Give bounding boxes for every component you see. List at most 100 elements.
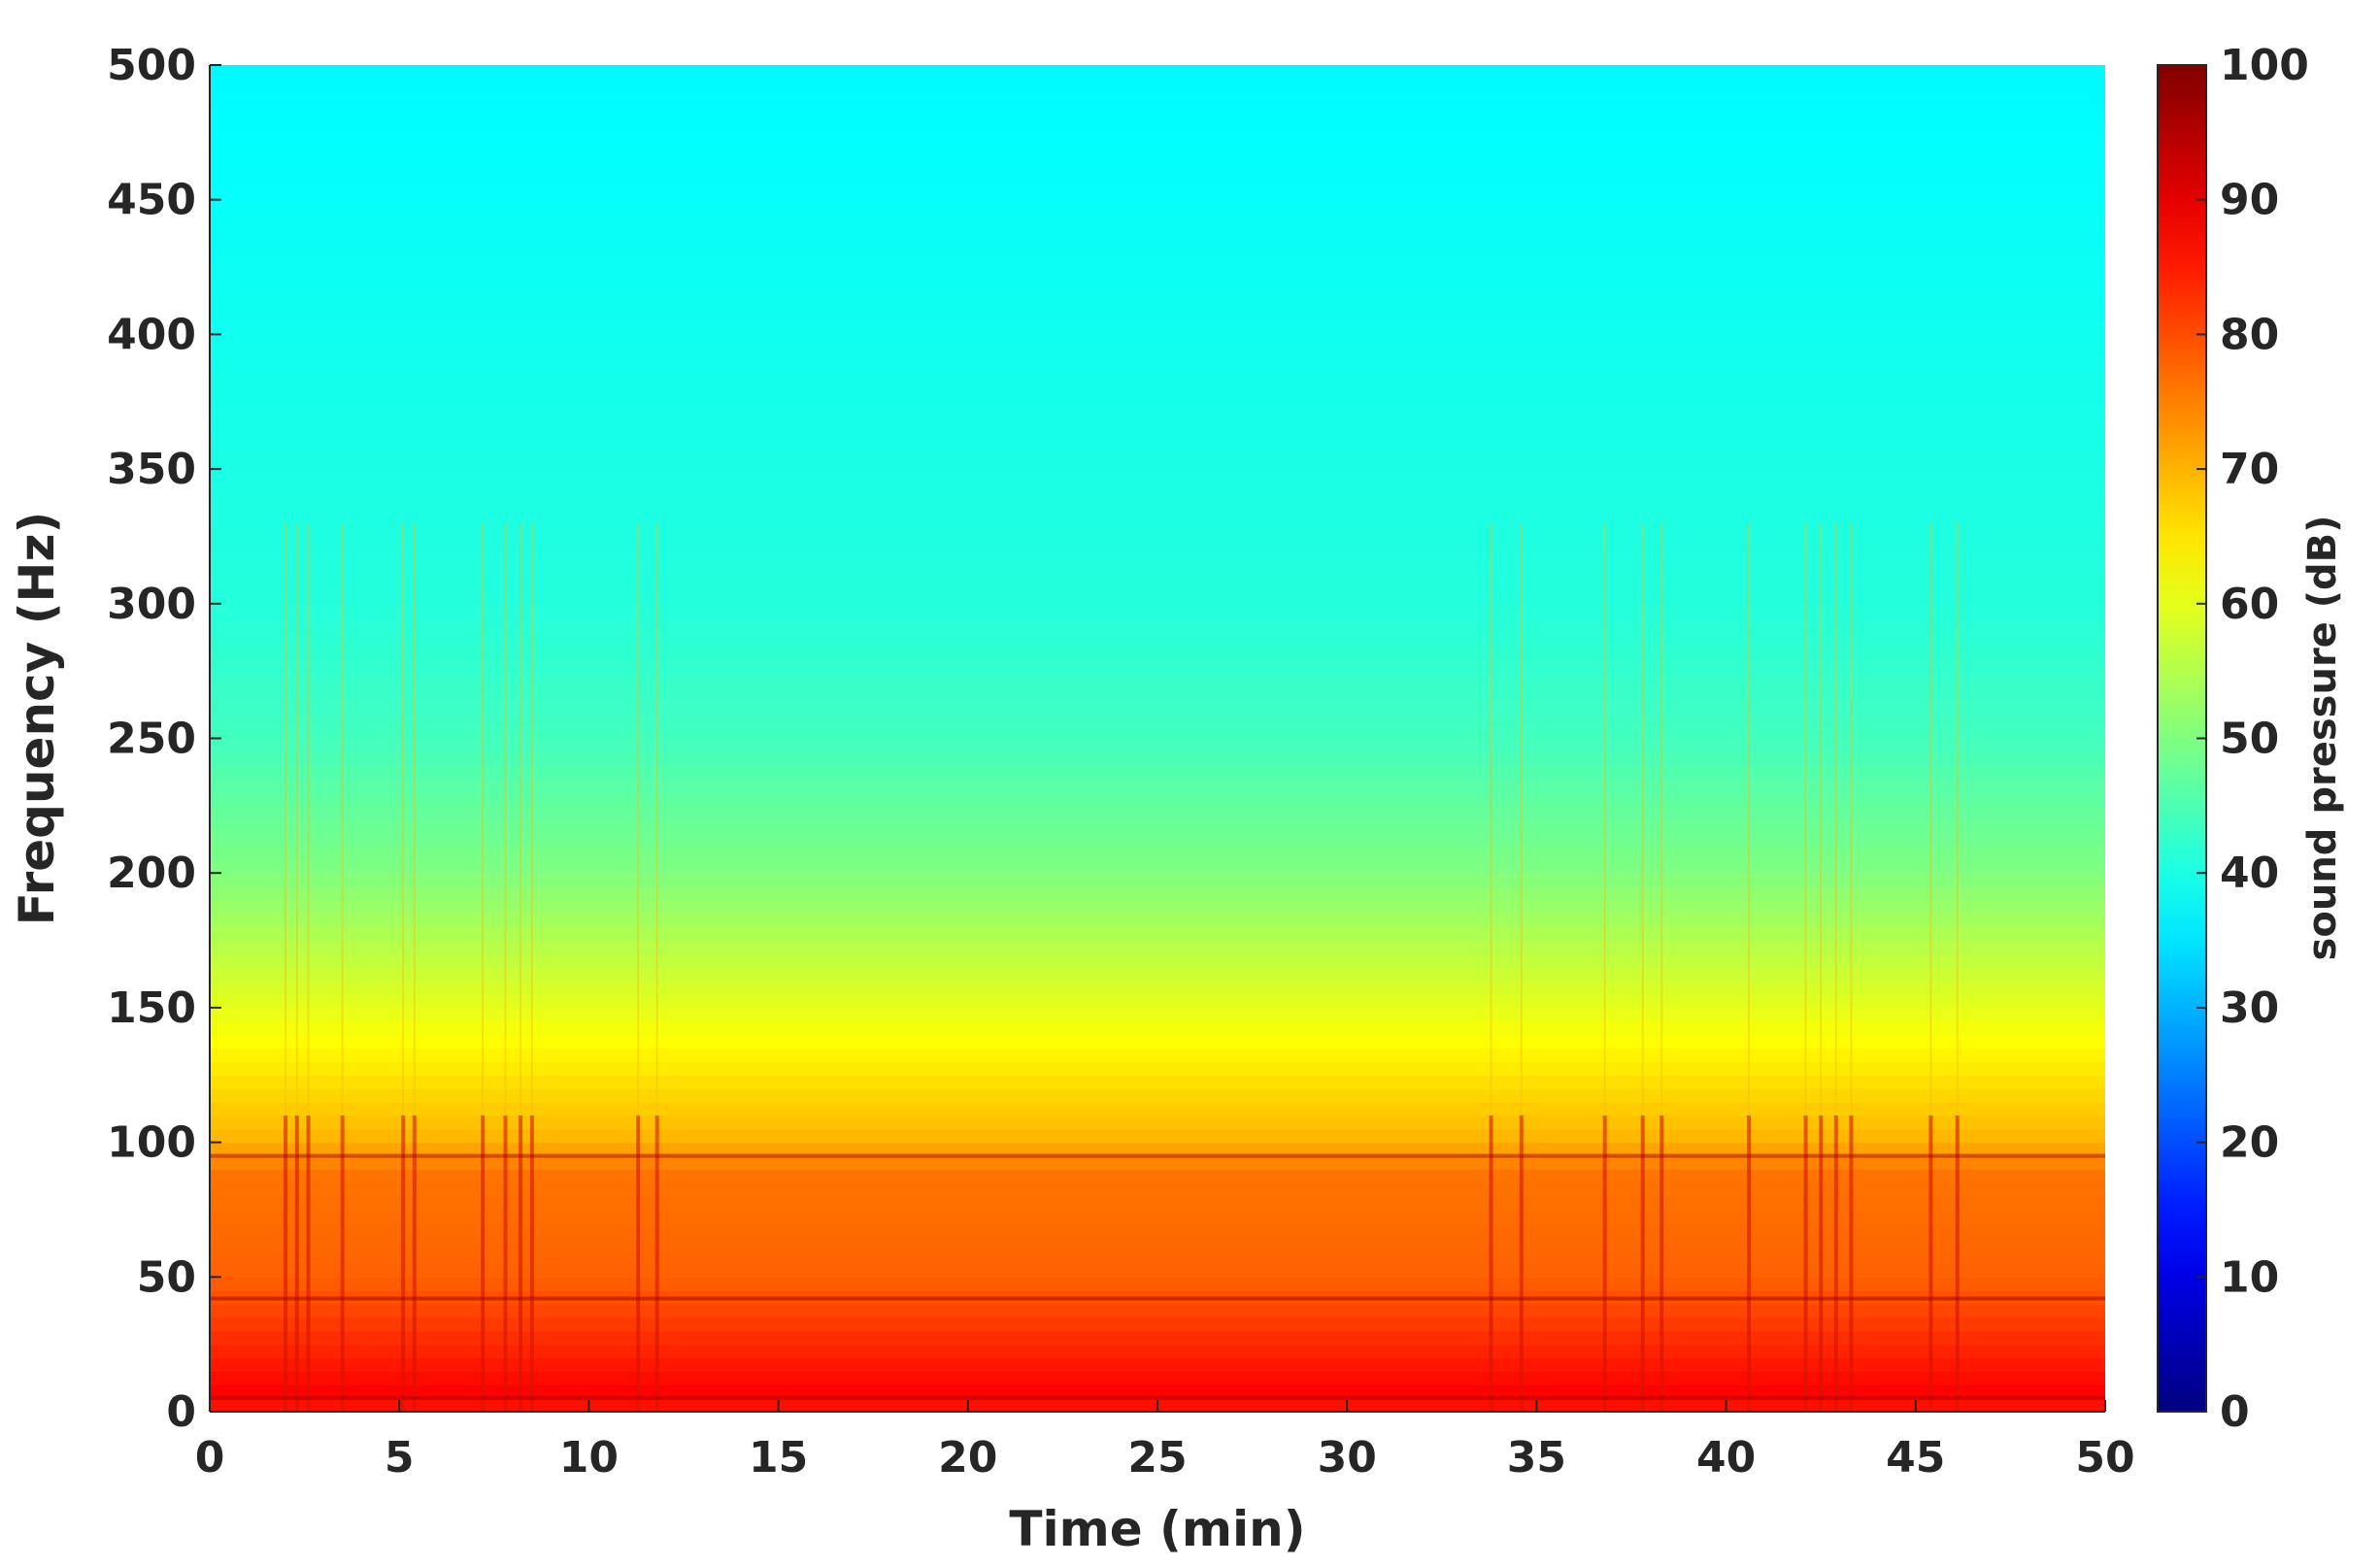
frequency-band (210, 1384, 2105, 1399)
frequency-band (210, 765, 2105, 780)
x-tick-label: 15 (749, 1433, 808, 1483)
frequency-band (210, 415, 2105, 430)
x-tick-label: 5 (385, 1433, 415, 1483)
y-tick-label: 350 (107, 445, 196, 494)
frequency-band (210, 724, 2105, 740)
frequency-band (210, 805, 2105, 820)
frequency-band (210, 105, 2105, 120)
frequency-band (210, 240, 2105, 254)
frequency-band (210, 940, 2105, 955)
colorbar-tick-label: 0 (2220, 1387, 2250, 1437)
frequency-band (210, 293, 2105, 309)
x-tick-label: 35 (1507, 1433, 1566, 1483)
frequency-band (210, 172, 2105, 187)
x-tick-label: 50 (2075, 1433, 2134, 1483)
x-axis-title: Time (min) (1009, 1501, 1305, 1557)
frequency-band (210, 213, 2105, 228)
frequency-band (210, 1344, 2105, 1359)
y-tick-label: 200 (107, 849, 196, 898)
frequency-band (210, 697, 2105, 713)
frequency-band (210, 859, 2105, 874)
frequency-band (210, 751, 2105, 766)
frequency-band (210, 899, 2105, 915)
y-tick-label: 400 (107, 310, 196, 359)
frequency-band (210, 1128, 2105, 1144)
frequency-band (210, 118, 2105, 133)
frequency-band (210, 1316, 2105, 1332)
colorbar-tick-label: 40 (2220, 849, 2279, 898)
frequency-band (210, 185, 2105, 201)
frequency-band (210, 953, 2105, 968)
colorbar-tick-label: 100 (2220, 41, 2309, 90)
frequency-band (210, 1007, 2105, 1022)
frequency-band (210, 711, 2105, 726)
frequency-band (210, 1075, 2105, 1089)
frequency-band (210, 616, 2105, 632)
frequency-band (210, 589, 2105, 605)
frequency-band (210, 146, 2105, 160)
frequency-band (210, 873, 2105, 887)
frequency-band (210, 779, 2105, 793)
colorbar-tick-label: 70 (2220, 445, 2279, 494)
frequency-band (210, 671, 2105, 685)
x-tick-label: 30 (1318, 1433, 1377, 1483)
frequency-band (210, 348, 2105, 362)
frequency-band (210, 1101, 2105, 1116)
frequency-band (210, 967, 2105, 982)
frequency-band (210, 644, 2105, 658)
spectrogram-transient-events (284, 522, 1960, 1412)
colorbar-tick-label: 50 (2220, 715, 2279, 764)
frequency-band (210, 375, 2105, 389)
frequency-band (210, 846, 2105, 860)
colorbar-tick-label: 90 (2220, 176, 2279, 225)
frequency-band (210, 159, 2105, 174)
y-tick-label: 500 (107, 41, 196, 90)
spectrogram-horizontal-lines (210, 1153, 2105, 1401)
colorbar-tick-label: 10 (2220, 1252, 2279, 1302)
colorbar-tick-label: 80 (2220, 310, 2279, 359)
frequency-band (210, 1263, 2105, 1278)
frequency-band (210, 482, 2105, 497)
frequency-band (210, 1249, 2105, 1265)
frequency-band (210, 657, 2105, 672)
frequency-band (210, 387, 2105, 403)
frequency-band (210, 65, 2105, 80)
frequency-band (210, 428, 2105, 443)
colorbar-ticks: 0 10 20 30 40 50 60 70 80 90 100 (2196, 41, 2309, 1437)
frequency-band (210, 1277, 2105, 1291)
frequency-band (210, 1183, 2105, 1197)
frequency-band (210, 630, 2105, 646)
frequency-band (210, 91, 2105, 107)
colorbar-tick-label: 60 (2220, 580, 2279, 629)
y-tick-label: 150 (107, 983, 196, 1033)
y-tick-label: 0 (166, 1387, 196, 1437)
frequency-band (210, 1061, 2105, 1076)
frequency-band (210, 1209, 2105, 1224)
frequency-band (210, 981, 2105, 995)
frequency-band (210, 280, 2105, 295)
frequency-band (210, 132, 2105, 147)
x-tick-label: 0 (195, 1433, 225, 1483)
frequency-band (210, 1304, 2105, 1318)
frequency-band (210, 738, 2105, 752)
y-axis: 0 50 100 150 200 250 300 350 400 450 500 (107, 41, 221, 1437)
frequency-band (210, 886, 2105, 901)
frequency-band (210, 1371, 2105, 1385)
y-tick-label: 250 (107, 715, 196, 764)
x-tick-label: 40 (1696, 1433, 1756, 1483)
frequency-band (210, 1330, 2105, 1346)
frequency-band (210, 307, 2105, 322)
frequency-band (210, 994, 2105, 1009)
frequency-band (210, 1155, 2105, 1170)
frequency-band (210, 199, 2105, 215)
frequency-band (210, 818, 2105, 834)
frequency-band (210, 1357, 2105, 1372)
frequency-band (210, 603, 2105, 618)
frequency-band (210, 334, 2105, 349)
frequency-band (210, 1034, 2105, 1050)
frequency-band (210, 550, 2105, 564)
y-tick-label: 50 (137, 1252, 196, 1302)
colorbar-title: sound pressure (dB) (2300, 516, 2345, 961)
colorbar-tick-label: 20 (2220, 1118, 2279, 1168)
